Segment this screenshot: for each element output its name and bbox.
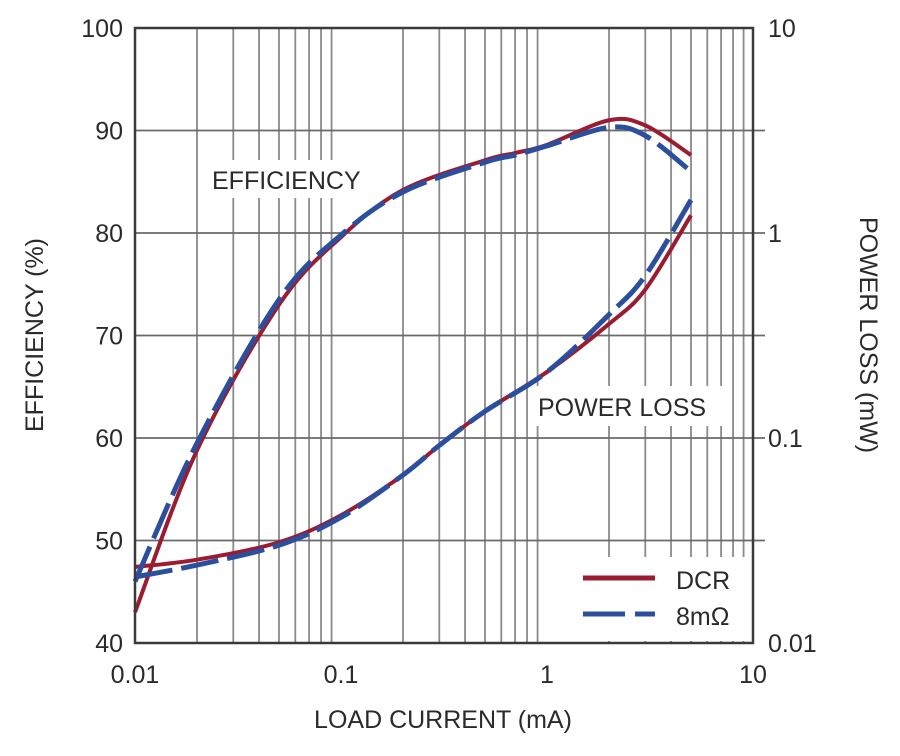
- y2-tick-label: 10: [768, 15, 796, 43]
- legend-dcr-label: DCR: [676, 567, 730, 595]
- tick-labels: 0.01 0.1 1 10 40 50 60 70 80 90 100 0.01 0.1 1 10: [81, 15, 816, 689]
- legend: DCR 8mΩ: [572, 557, 750, 641]
- y-tick-label: 60: [95, 425, 123, 453]
- y2-tick-label: 1: [768, 220, 782, 248]
- y2-tick-label: 0.1: [768, 425, 803, 453]
- y-tick-label: 70: [95, 323, 123, 351]
- y-tick-label: 100: [81, 15, 123, 43]
- x-axis-title: LOAD CURRENT (mA): [314, 706, 572, 734]
- efficiency-8mohm-curve: [132, 124, 693, 583]
- grid-lines: [135, 28, 765, 643]
- efficiency-label: EFFICIENCY: [212, 167, 361, 195]
- legend-8mohm-label: 8mΩ: [676, 603, 729, 631]
- y-tick-label: 90: [95, 118, 123, 146]
- x-tick-label: 0.01: [111, 661, 160, 689]
- power-loss-8mohm-curve: [134, 198, 694, 580]
- y2-tick-label: 0.01: [768, 630, 817, 658]
- data-curves: [132, 116, 694, 613]
- plot-frame: [133, 26, 755, 645]
- x-tick-label: 0.1: [324, 661, 359, 689]
- y-tick-label: 50: [95, 528, 123, 556]
- efficiency-dcr-curve: [133, 116, 693, 613]
- y-tick-label: 40: [95, 630, 123, 658]
- efficiency-annotation: EFFICIENCY: [206, 160, 369, 198]
- x-tick-label: 1: [540, 661, 554, 689]
- y-axis-title: EFFICIENCY (%): [21, 238, 49, 432]
- y2-axis-title: POWER LOSS (mW): [854, 217, 882, 453]
- x-tick-label: 10: [739, 661, 767, 689]
- y-tick-label: 80: [95, 220, 123, 248]
- power-loss-label: POWER LOSS: [538, 394, 706, 422]
- power-loss-annotation: POWER LOSS: [532, 386, 722, 426]
